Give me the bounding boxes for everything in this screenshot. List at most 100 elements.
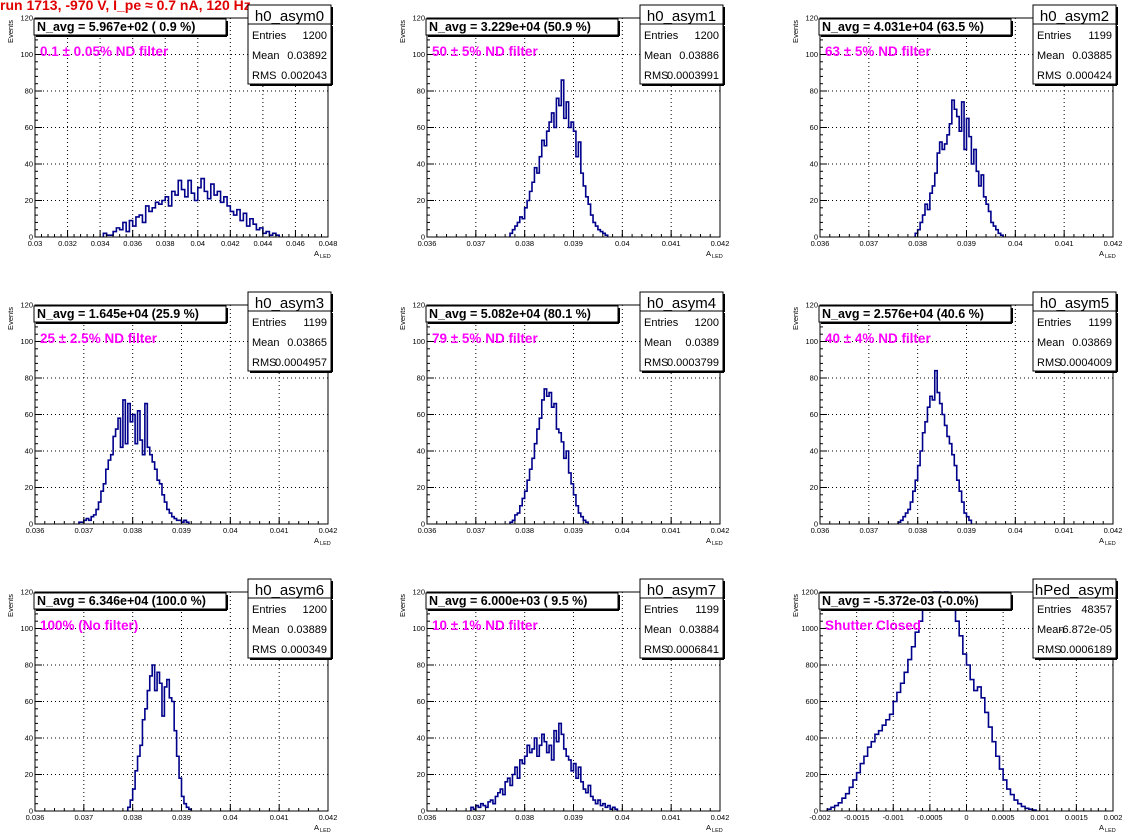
x-tick-label: 0.04 xyxy=(223,526,238,535)
x-axis-label-subscript: LED xyxy=(320,828,331,832)
stats-label: RMS xyxy=(1037,644,1061,656)
x-tick-label: 0.041 xyxy=(270,526,289,535)
x-tick-label: 0.042 xyxy=(319,526,338,535)
stats-value: -6.872e-05 xyxy=(1059,624,1112,636)
x-tick-label: 0.036 xyxy=(26,813,45,822)
stats-value: 0.0003799 xyxy=(667,357,719,369)
stats-label: Mean xyxy=(1037,50,1065,62)
x-axis-label: ALED xyxy=(314,249,331,260)
y-tick-label: 0 xyxy=(421,807,425,816)
x-tick-label: 0.037 xyxy=(466,526,485,535)
x-tick-label: 0.0015 xyxy=(1065,813,1088,822)
stats-label: Mean xyxy=(644,624,672,636)
x-tick-label: 0.039 xyxy=(957,526,976,535)
x-tick-label: 0.039 xyxy=(172,526,191,535)
histogram-line xyxy=(78,399,190,524)
x-tick-label: 0.04 xyxy=(615,239,630,248)
navg-text: N_avg = 4.031e+04 (63.5 %) xyxy=(822,20,984,34)
stats-box xyxy=(247,310,332,372)
x-tick-label: 0.04 xyxy=(615,813,630,822)
x-axis-label-subscript: LED xyxy=(1105,541,1116,547)
x-tick-label: 0.037 xyxy=(466,239,485,248)
y-tick-label: 120 xyxy=(412,588,425,597)
y-tick-label: 80 xyxy=(25,87,33,96)
panel-h0_asym5: 0.036 0.037 0.038 0.039 0.04 0.041 0.042 0 20 40 6… xyxy=(791,291,1122,547)
panel-h0_asym1: 0.036 0.037 0.038 0.039 0.04 0.041 0.042 0 20 40 6… xyxy=(398,4,729,260)
filter-annotation: 0.1 ± 0.05% ND filter xyxy=(40,44,169,59)
x-tick-label: 0.001 xyxy=(1030,813,1049,822)
stats-box xyxy=(1032,597,1117,659)
y-tick-label: 800 xyxy=(805,661,818,670)
y-axis-label: Events xyxy=(6,307,15,330)
y-tick-label: 40 xyxy=(25,160,33,169)
y-axis-label: Events xyxy=(398,20,407,43)
histogram-title: h0_asym6 xyxy=(255,582,324,599)
navg-text: N_avg = 6.000e+03 ( 9.5 %) xyxy=(429,594,587,608)
y-tick-label: 20 xyxy=(417,770,425,779)
histogram-line xyxy=(914,99,1004,237)
y-tick-label: 20 xyxy=(25,770,33,779)
x-tick-label: 0.036 xyxy=(418,813,437,822)
x-tick-label: 0.048 xyxy=(319,239,338,248)
navg-text: N_avg = -5.372e-03 (-0.0%) xyxy=(822,594,979,608)
x-tick-label: 0.039 xyxy=(172,813,191,822)
x-tick-label: 0.037 xyxy=(74,526,93,535)
histogram-line xyxy=(509,79,609,237)
x-tick-label: 0.041 xyxy=(662,813,681,822)
x-tick-label: -0.002 xyxy=(809,813,830,822)
x-tick-label: 0.036 xyxy=(811,526,830,535)
histogram-line xyxy=(470,722,619,811)
stats-label: Mean xyxy=(252,337,280,349)
x-tick-label: 0.046 xyxy=(286,239,305,248)
stats-value: 0.0003991 xyxy=(667,70,719,82)
x-tick-label: 0.041 xyxy=(1055,526,1074,535)
stats-label: Mean xyxy=(1037,337,1065,349)
stats-value: 0.03885 xyxy=(1072,50,1112,62)
x-tick-label: 0.0005 xyxy=(992,813,1015,822)
stats-value: 0.002043 xyxy=(281,70,327,82)
y-tick-label: 60 xyxy=(417,123,425,132)
y-tick-label: 1000 xyxy=(801,624,818,633)
x-tick-label: 0.04 xyxy=(1008,239,1023,248)
navg-text: N_avg = 2.576e+04 (40.6 %) xyxy=(822,307,984,321)
y-tick-label: 120 xyxy=(412,301,425,310)
stats-value: 0.03892 xyxy=(287,50,327,62)
x-tick-label: 0.042 xyxy=(221,239,240,248)
x-axis-label: ALED xyxy=(706,536,723,547)
x-tick-label: 0.037 xyxy=(74,813,93,822)
y-tick-label: 100 xyxy=(20,624,33,633)
stats-value: 0.0004009 xyxy=(1060,357,1112,369)
x-axis-label-subscript: LED xyxy=(320,541,331,547)
stats-value: 48357 xyxy=(1081,604,1112,616)
y-tick-label: 60 xyxy=(810,410,818,419)
navg-text: N_avg = 1.645e+04 (25.9 %) xyxy=(37,307,199,321)
y-tick-label: 0 xyxy=(421,233,425,242)
x-tick-label: 0.042 xyxy=(1104,239,1123,248)
stats-label: RMS xyxy=(252,357,276,369)
stats-label: RMS xyxy=(1037,357,1061,369)
y-tick-label: 0 xyxy=(814,233,818,242)
x-axis-label: ALED xyxy=(706,823,723,832)
y-tick-label: 0 xyxy=(814,807,818,816)
navg-text: N_avg = 3.229e+04 (50.9 %) xyxy=(429,20,591,34)
stats-label: Mean xyxy=(644,337,672,349)
y-tick-label: 60 xyxy=(25,697,33,706)
filter-annotation: 50 ± 5% ND filter xyxy=(432,44,538,59)
y-tick-label: 40 xyxy=(25,734,33,743)
stats-label: Entries xyxy=(644,317,679,329)
stats-value: 0.0004957 xyxy=(275,357,327,369)
histogram-title: h0_asym4 xyxy=(647,295,716,312)
y-tick-label: 120 xyxy=(805,301,818,310)
x-tick-label: 0.036 xyxy=(123,239,142,248)
x-tick-label: 0.039 xyxy=(564,813,583,822)
y-tick-label: 80 xyxy=(25,661,33,670)
stats-value: 0.03889 xyxy=(287,624,327,636)
histogram-title: hPed_asym xyxy=(1035,582,1114,599)
x-tick-label: 0.038 xyxy=(123,526,142,535)
stats-label: Entries xyxy=(1037,317,1072,329)
x-tick-label: 0.03 xyxy=(28,239,43,248)
stats-value: 1199 xyxy=(1088,30,1112,42)
x-axis-label: ALED xyxy=(314,823,331,832)
y-axis-label: Events xyxy=(791,20,800,43)
